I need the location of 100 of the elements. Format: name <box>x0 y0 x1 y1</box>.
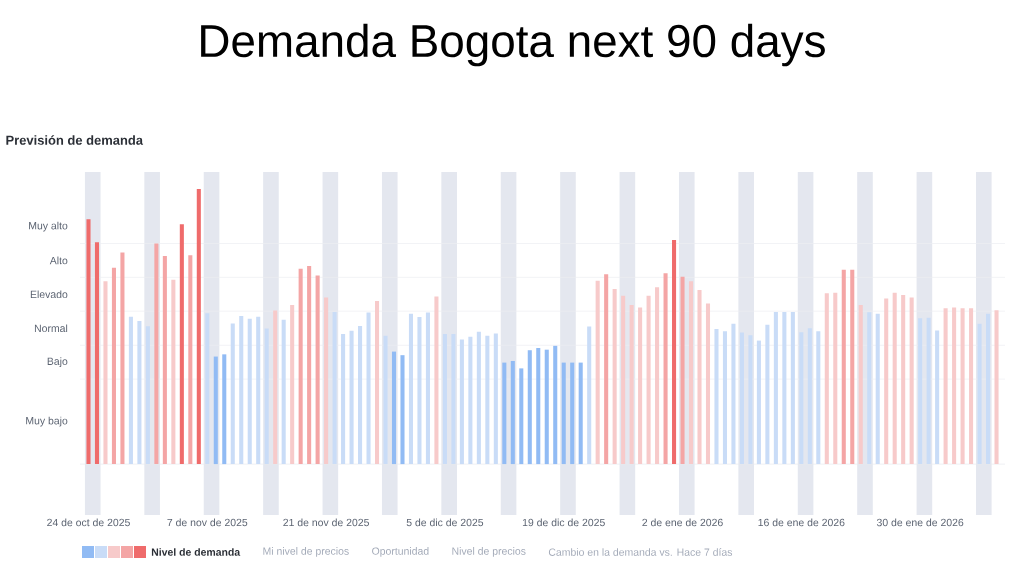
bar <box>519 368 524 465</box>
bar <box>374 300 380 465</box>
bar <box>162 255 167 465</box>
bar <box>909 297 914 465</box>
bar <box>264 328 269 465</box>
text: Cambio en la demanda vs. Hace 7 días <box>548 548 733 556</box>
bar <box>672 239 677 465</box>
bar <box>867 312 872 465</box>
bar <box>688 281 694 465</box>
bar <box>841 269 846 465</box>
bar <box>756 340 761 465</box>
bar <box>782 311 787 465</box>
bar <box>442 334 447 465</box>
bar <box>629 305 634 465</box>
bar <box>256 316 261 465</box>
bar <box>773 311 778 465</box>
legend-label: Nivel de demanda <box>151 548 241 556</box>
bar <box>943 308 948 465</box>
bar <box>621 295 626 465</box>
bar <box>986 313 991 465</box>
bar <box>655 287 660 465</box>
bar <box>222 354 227 465</box>
bar <box>281 319 286 465</box>
bar <box>247 318 252 465</box>
bar <box>290 305 295 465</box>
bar <box>111 267 116 465</box>
bar <box>120 252 125 465</box>
bar <box>722 331 727 465</box>
text: Elevado <box>30 290 68 299</box>
bar <box>239 316 244 465</box>
bar <box>595 280 600 465</box>
bar <box>587 326 592 465</box>
bar <box>128 316 133 465</box>
bar <box>960 308 965 465</box>
bar <box>612 288 617 465</box>
bar <box>298 268 303 465</box>
bar <box>824 293 829 465</box>
bar <box>451 334 456 465</box>
x-tick-label: 24 de oct de 2025 <box>47 518 130 527</box>
bar <box>969 308 974 465</box>
bar <box>468 336 473 465</box>
bar <box>137 321 142 465</box>
bar <box>697 289 702 465</box>
text: Nivel de precios <box>452 547 526 557</box>
bar <box>408 313 414 465</box>
x-tick-label: 30 de ene de 2026 <box>876 518 964 527</box>
text: Bajo <box>47 357 68 368</box>
bar <box>366 312 371 465</box>
bar <box>926 317 931 465</box>
bar <box>188 255 193 465</box>
bar <box>476 331 481 465</box>
bar <box>892 292 897 465</box>
bar <box>918 318 923 465</box>
x-tick-label: 19 de dic de 2025 <box>522 518 605 527</box>
bar <box>86 219 91 465</box>
bar <box>400 355 405 465</box>
bar <box>714 329 719 465</box>
bar <box>324 297 329 465</box>
bar <box>349 330 354 465</box>
bar <box>663 273 668 465</box>
bar <box>850 269 855 465</box>
bar <box>332 311 337 465</box>
bar <box>680 276 685 465</box>
text: Muy bajo <box>26 416 68 427</box>
bar <box>213 356 218 465</box>
bar <box>171 279 176 465</box>
bar <box>94 242 100 465</box>
chart-title: Demanda Bogota next 90 days <box>201 23 825 67</box>
bar <box>833 292 838 465</box>
bar <box>315 275 320 465</box>
x-tick-label: 7 de nov de 2025 <box>167 518 248 527</box>
bar <box>977 323 982 465</box>
bar <box>273 310 278 465</box>
bar <box>527 350 532 465</box>
bar <box>570 362 575 465</box>
bar <box>748 335 753 465</box>
x-tick-label: 16 de ene de 2026 <box>758 518 845 527</box>
text: Oportunidad <box>372 547 429 557</box>
bar <box>646 295 651 465</box>
bar <box>205 313 210 465</box>
bar <box>341 334 346 465</box>
text: Normal <box>34 324 68 333</box>
bar <box>544 349 549 465</box>
bar <box>154 243 159 465</box>
bar <box>391 351 397 465</box>
bar <box>799 332 804 465</box>
bar <box>578 362 583 465</box>
bar <box>459 339 464 465</box>
chart-subtitle: Previsión de demanda <box>6 135 144 145</box>
bar <box>358 326 363 465</box>
x-tick-label: 2 de ene de 2026 <box>642 518 723 527</box>
bar <box>765 324 770 465</box>
bar <box>705 303 711 465</box>
bar <box>561 362 566 465</box>
bar <box>502 362 507 465</box>
x-tick-label: 5 de dic de 2025 <box>406 518 484 527</box>
bar <box>230 323 235 465</box>
bar <box>485 335 490 465</box>
bar <box>731 323 736 465</box>
bar <box>179 224 184 465</box>
